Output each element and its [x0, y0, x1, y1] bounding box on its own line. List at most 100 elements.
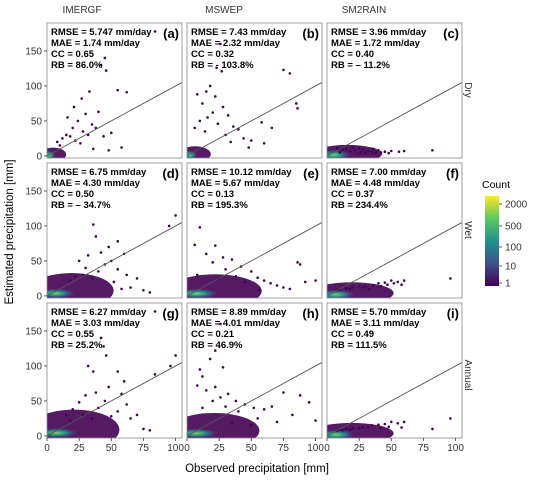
scatter-point — [116, 88, 120, 92]
scatter-point — [174, 214, 177, 217]
y-tick-label: 150 — [25, 46, 42, 57]
scatter-point — [359, 151, 362, 154]
stat-line: CC = 0.21 — [191, 329, 235, 340]
stat-line: CC = 0.55 — [51, 329, 95, 340]
scatter-point — [229, 140, 233, 144]
scatter-point — [348, 150, 352, 154]
panel-plot-area — [47, 30, 182, 158]
dense-core — [187, 428, 218, 438]
scatter-point — [368, 287, 371, 291]
one-to-one-line — [47, 82, 182, 157]
scatter-point — [298, 394, 302, 397]
scatter-point — [99, 251, 103, 254]
stat-line: MAE = 4.01 mm/day — [191, 318, 281, 329]
stat-line: MAE = 4.48 mm/day — [331, 178, 421, 189]
scatter-point — [102, 135, 105, 138]
panel-label: (i) — [447, 306, 459, 321]
scatter-point — [68, 419, 72, 422]
scatter-point — [402, 279, 406, 282]
column-header-imergf: IMERGF — [63, 5, 102, 16]
stat-line: RB = 234.4% — [331, 200, 388, 211]
scatter-point — [153, 373, 157, 376]
scatter-point — [208, 357, 212, 361]
scatter-point — [81, 130, 85, 133]
scatter-point — [341, 148, 344, 151]
stat-line: RB = – 11.2% — [331, 60, 390, 71]
scatter-point — [270, 405, 274, 408]
scatter-point — [294, 102, 298, 105]
x-tick-label: 75 — [278, 443, 290, 454]
scatter-point — [260, 121, 263, 124]
scatter-point — [288, 72, 292, 75]
y-tick-label: 0 — [36, 291, 42, 302]
scatter-point — [204, 389, 208, 392]
scatter-point — [221, 366, 225, 369]
scatter-point — [88, 90, 91, 93]
row-header-annual: Annual — [462, 359, 473, 390]
panel-label: (a) — [163, 26, 179, 41]
stat-line: RMSE = 7.43 mm/day — [191, 27, 287, 38]
scatter-point — [296, 261, 299, 264]
scatter-point — [257, 289, 261, 292]
stat-line: RMSE = 6.75 mm/day — [51, 167, 147, 178]
scatter-point — [109, 131, 113, 135]
stat-line: MAE = 3.11 mm/day — [331, 318, 420, 329]
scatter-point — [208, 84, 212, 88]
scatter-point — [335, 146, 339, 150]
scatter-point — [338, 151, 342, 154]
panel-label: (h) — [302, 306, 319, 321]
scatter-point — [402, 149, 406, 153]
scatter-point — [344, 427, 348, 431]
scatter-point — [353, 149, 357, 152]
one-to-one-line — [47, 222, 182, 297]
scatter-point — [226, 114, 230, 117]
dense-core — [47, 288, 76, 298]
one-to-one-line — [187, 82, 322, 157]
scatter-point — [221, 105, 225, 109]
scatter-point — [142, 427, 145, 431]
panel-border — [326, 162, 463, 299]
scatter-point — [64, 133, 68, 137]
scatter-point — [383, 150, 387, 154]
scatter-point — [216, 122, 220, 126]
scatter-point — [201, 102, 204, 105]
panel-label: (g) — [162, 306, 179, 321]
scatter-point — [361, 286, 365, 289]
scatter-point — [396, 422, 400, 425]
scatter-point — [389, 149, 393, 153]
scatter-point — [125, 273, 129, 277]
scatter-point — [379, 151, 383, 154]
scatter-point — [122, 380, 126, 383]
scatter-point — [206, 116, 209, 119]
stat-line: RMSE = 10.12 mm/day — [191, 167, 292, 178]
scatter-point — [282, 68, 285, 72]
x-tick-label: 0 — [184, 443, 190, 454]
y-tick-label: 0 — [36, 151, 42, 162]
scatter-point — [61, 137, 64, 140]
scatter-point — [90, 123, 94, 126]
scatter-point — [91, 370, 95, 373]
scatter-point — [201, 375, 204, 378]
scatter-point — [99, 336, 103, 340]
scatter-point — [195, 384, 199, 387]
panel-plot-area — [327, 362, 462, 438]
scatter-point — [374, 151, 378, 155]
scatter-point — [386, 283, 389, 287]
stat-line: MAE = 1.74 mm/day — [51, 38, 141, 49]
dense-core — [327, 149, 351, 158]
scatter-point — [344, 286, 348, 290]
stat-line: MAE = 2.32 mm/day — [191, 38, 281, 49]
scatter-point — [201, 406, 204, 410]
stat-line: RB = 111.5% — [331, 340, 387, 351]
stat-line: CC = 0.65 — [51, 49, 95, 60]
scatter-point — [298, 263, 302, 266]
scatter-point — [383, 281, 387, 284]
scatter-point — [402, 420, 406, 424]
one-to-one-line — [327, 222, 462, 297]
scatter-point — [364, 284, 367, 288]
y-tick-label: 50 — [31, 116, 43, 127]
stat-line: CC = 0.40 — [331, 49, 374, 60]
